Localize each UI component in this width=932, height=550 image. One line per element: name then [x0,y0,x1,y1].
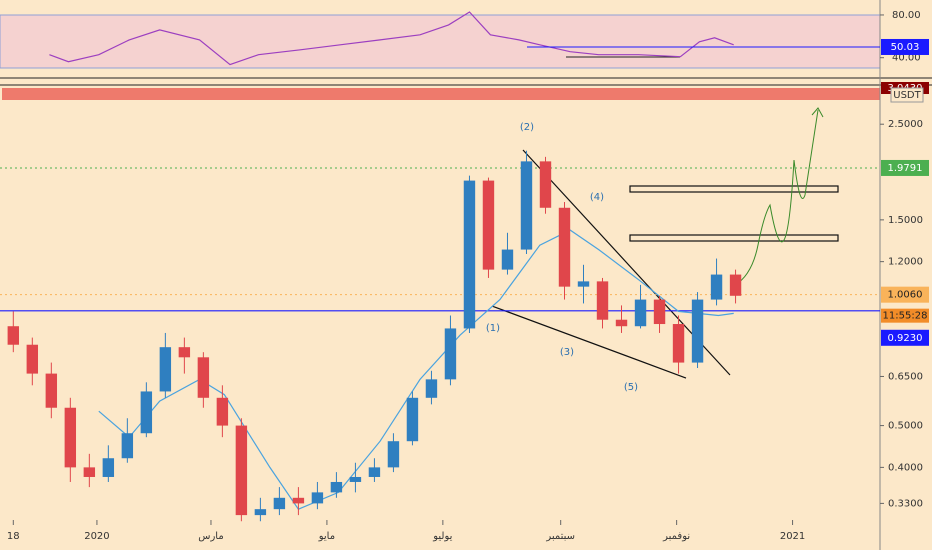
candle-body [577,281,590,287]
wave-label: (5) [624,382,638,393]
candle-body [311,492,324,504]
x-tick-label: 2020 [84,531,109,542]
wave-label: (2) [520,122,534,133]
x-tick-label: نوفمبر [662,531,690,542]
zone-box [629,185,839,193]
candle-body [691,299,704,363]
candle-body [235,425,248,516]
price-tag [881,329,929,346]
candle-body [615,319,628,327]
y-tick-label: 0.4000 [888,462,923,473]
candle-body [121,433,134,459]
trendline [491,305,687,379]
countdown-tag [881,308,929,323]
candle-body [672,324,685,363]
y-tick-label: 1.2000 [888,257,923,268]
zone-box [629,234,839,242]
wave-label: (3) [560,347,574,358]
candle-body [444,328,457,380]
rsi-band [0,14,881,69]
candle-body [729,274,742,296]
rsi-tick-label: 40.00 [892,53,921,64]
candle-body [425,379,438,398]
y-tick-label: 2.5000 [888,119,923,130]
price-tag [881,286,929,303]
candle-body [349,476,362,482]
candle-body [520,161,533,250]
candle-body [197,357,210,398]
candle-body [178,347,191,358]
projection [734,109,819,286]
candle-body [463,180,476,329]
x-tick-label: مارس [198,531,223,542]
candle-body [140,391,153,434]
rsi-tag-label: 50.03 [891,42,920,53]
y-tick-label: 0.6500 [888,371,923,382]
candle-body [539,161,552,208]
y-tick-label: 0.3300 [888,498,923,509]
wave-label: (4) [590,192,604,203]
candle-body [653,299,666,325]
y-tick-label: 0.5000 [888,421,923,432]
quote-box [890,87,924,103]
rsi-tag [881,38,929,55]
candle-body [558,207,571,287]
quote-label: USDT [893,90,921,101]
x-tick-label: 18 [7,531,20,542]
red-zone [2,88,880,100]
x-tick-label: يوليو [432,531,452,542]
price-tag-label: 1.9791 [888,163,923,174]
price-tag-label: 1.0060 [888,290,923,301]
candle-body [102,458,115,477]
candle-body [273,497,286,510]
candle-body [254,509,267,516]
candle-body [159,347,172,392]
countdown-label: 11:55:28 [883,311,928,322]
candle-body [292,497,305,504]
candle-body [330,481,343,493]
candle-body [368,467,381,477]
projection-arrow [811,107,824,118]
candle-body [83,467,96,477]
candle-body [45,373,58,408]
x-tick-label: مايو [318,531,335,542]
candle-body [216,397,229,426]
candle-body [710,274,723,300]
y-tick-label: 1.5000 [888,215,923,226]
candle-body [596,281,609,320]
price-tag-label: 0.9230 [888,333,923,344]
wave-label: (1) [486,323,500,334]
candle-body [26,344,39,374]
x-tick-label: سبتمبر [545,531,575,542]
candle-body [387,441,400,468]
candle-body [634,299,647,327]
candle-body [482,180,495,270]
x-tick-label: 2021 [780,531,805,542]
candle-body [64,407,77,468]
candle-body [406,397,419,442]
price-tag [881,159,929,176]
candle-body [7,326,20,345]
candle-body [501,249,514,270]
rsi-line [49,11,734,66]
rsi-tick-label: 80.00 [892,10,921,21]
